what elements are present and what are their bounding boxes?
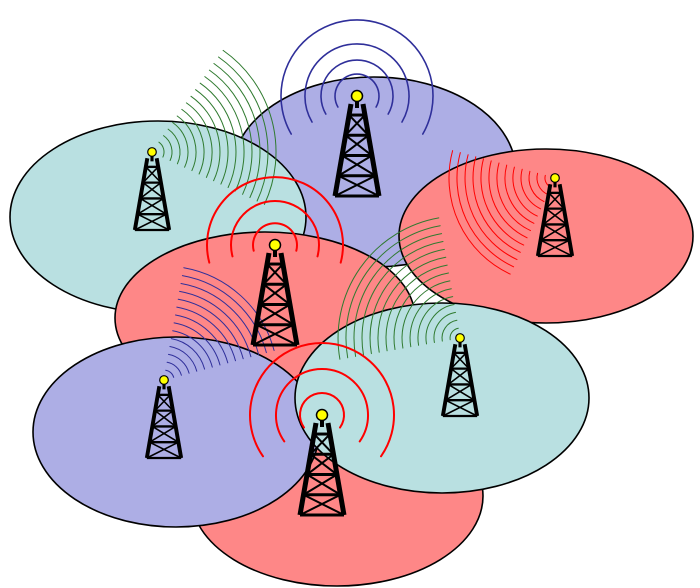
signal-wave-arc (385, 264, 448, 352)
radio-tower-bottom-right-icon (440, 333, 480, 418)
signal-wave-arc (456, 152, 515, 268)
antenna-light (159, 375, 169, 385)
signal-wave-arc (179, 290, 252, 358)
signal-wave-arc (280, 19, 434, 135)
signal-wave-arc (401, 280, 451, 349)
signal-wave-arc (190, 95, 221, 182)
signal-wave-arc (337, 217, 440, 360)
signal-wave-arc (176, 115, 197, 172)
signal-wave-arc (433, 311, 456, 343)
signal-wave-arc (393, 272, 449, 350)
radio-tower-bottom-left-icon (144, 375, 184, 460)
signal-wave-arc (417, 296, 454, 346)
signal-wave-arc (409, 288, 452, 348)
antenna-light (455, 333, 465, 343)
signal-wave-arc (320, 59, 394, 115)
signal-wave-arc (345, 225, 441, 359)
signal-wave-arc (449, 327, 459, 341)
signal-wave-arc (199, 82, 237, 188)
signal-wave-arc (504, 164, 535, 224)
signal-wave-arc (167, 128, 181, 165)
signal-wave-arc (204, 76, 245, 192)
tower-bottom-left-waves (165, 267, 275, 378)
signal-wave-arc (169, 346, 198, 372)
radio-towers (132, 89, 575, 517)
signal-wave-arc (183, 267, 275, 351)
signal-wave-arc (528, 170, 545, 203)
signal-wave-arc (168, 353, 190, 374)
signal-wave-arc (195, 89, 229, 185)
signal-wave-arc (166, 361, 182, 376)
tower-center-waves (206, 176, 344, 264)
signal-wave-arc (464, 154, 518, 261)
signal-wave-arc (496, 162, 531, 232)
tower-bottom-waves (249, 342, 395, 458)
signal-wave-arc (361, 241, 444, 356)
signal-wave-arc (222, 49, 277, 205)
antenna-light (315, 408, 329, 422)
signal-wave-arc (230, 200, 320, 258)
tower-left-waves (158, 49, 277, 205)
signal-wave-arc (165, 369, 175, 378)
signal-wave-arc (353, 233, 443, 357)
signal-wave-arc (520, 168, 542, 210)
signal-wave-arc (299, 392, 345, 429)
antenna-light (268, 238, 282, 252)
signal-wave-arc (448, 150, 511, 275)
radio-tower-right-icon (535, 173, 575, 258)
cell-bottom-right-teal (294, 302, 590, 494)
antenna-light (350, 89, 364, 103)
signal-wave-arc (536, 172, 548, 195)
signal-wave-arc (377, 256, 447, 353)
tower-top-waves (280, 19, 434, 135)
signal-wave-arc (158, 141, 165, 158)
signal-wave-arc (441, 319, 458, 342)
radio-tower-bottom-icon (297, 408, 347, 517)
signal-wave-arc (472, 156, 521, 253)
signal-wave-arc (480, 158, 525, 246)
antenna-light (147, 147, 157, 157)
signal-wave-arc (512, 166, 538, 217)
signal-wave-arc (488, 160, 528, 239)
radio-tower-left-icon (132, 147, 172, 232)
signal-wave-arc (175, 314, 229, 364)
signal-wave-arc (425, 304, 455, 345)
signal-wave-arc (218, 56, 269, 202)
signal-wave-arc (172, 330, 213, 368)
signal-wave-arc (172, 122, 189, 168)
signal-wave-arc (173, 322, 221, 366)
radio-tower-center-icon (250, 238, 300, 347)
tower-bottom-right-waves (337, 217, 459, 360)
signal-wave-arc (176, 306, 236, 362)
signal-wave-arc (249, 342, 395, 458)
signal-wave-arc (170, 338, 206, 370)
signal-wave-arc (163, 135, 173, 161)
signal-wave-arc (275, 368, 369, 443)
signal-wave-arc (334, 73, 380, 108)
signal-wave-arc (177, 298, 244, 360)
signal-wave-arc (181, 108, 205, 175)
radio-tower-top-icon (332, 89, 382, 198)
signal-wave-arc (304, 43, 410, 123)
signal-wave-arc (181, 275, 267, 354)
signal-wave-arc (369, 248, 445, 355)
signal-wave-arc (206, 176, 344, 264)
signal-wave-arc (185, 102, 213, 178)
signal-wave-arc (252, 222, 298, 252)
signal-waves (158, 19, 552, 458)
tower-right-waves (448, 150, 552, 275)
antenna-light (550, 173, 560, 183)
signal-wave-arc (208, 69, 253, 195)
coverage-cells (9, 76, 694, 587)
cell-right-red (398, 148, 694, 324)
